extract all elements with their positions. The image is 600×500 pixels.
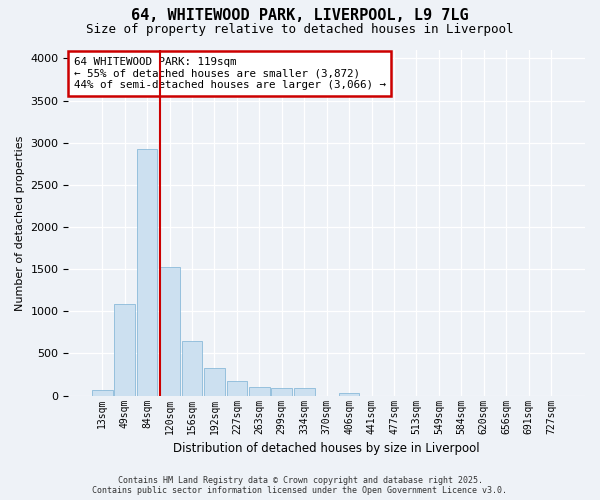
- Bar: [227, 382, 247, 396]
- Bar: [115, 304, 135, 396]
- Y-axis label: Number of detached properties: Number of detached properties: [15, 135, 25, 310]
- Bar: [137, 148, 157, 396]
- Bar: [294, 388, 314, 396]
- Bar: [339, 393, 359, 396]
- X-axis label: Distribution of detached houses by size in Liverpool: Distribution of detached houses by size …: [173, 442, 480, 455]
- Bar: [159, 266, 180, 396]
- Bar: [204, 368, 225, 396]
- Bar: [92, 390, 113, 396]
- Text: Size of property relative to detached houses in Liverpool: Size of property relative to detached ho…: [86, 24, 514, 36]
- Bar: [249, 387, 269, 396]
- Bar: [271, 388, 292, 396]
- Text: Contains HM Land Registry data © Crown copyright and database right 2025.
Contai: Contains HM Land Registry data © Crown c…: [92, 476, 508, 495]
- Text: 64 WHITEWOOD PARK: 119sqm
← 55% of detached houses are smaller (3,872)
44% of se: 64 WHITEWOOD PARK: 119sqm ← 55% of detac…: [74, 57, 386, 90]
- Text: 64, WHITEWOOD PARK, LIVERPOOL, L9 7LG: 64, WHITEWOOD PARK, LIVERPOOL, L9 7LG: [131, 8, 469, 22]
- Bar: [182, 341, 202, 396]
